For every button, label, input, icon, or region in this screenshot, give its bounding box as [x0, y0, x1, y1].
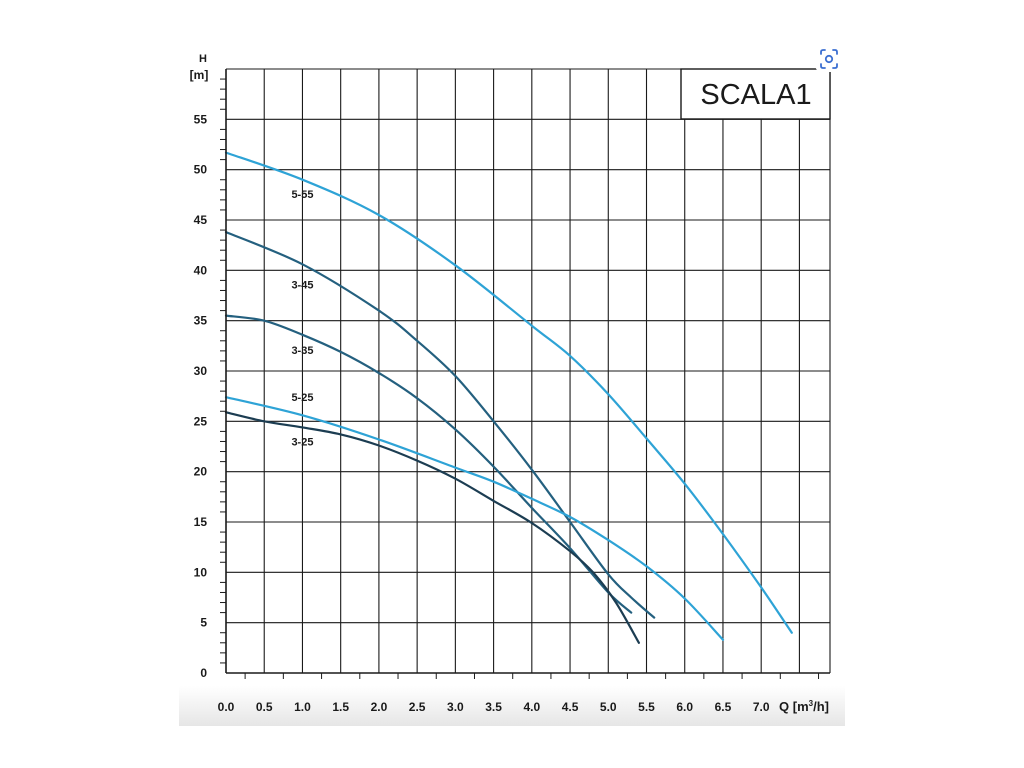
- x-tick-label: 3.5: [485, 700, 502, 714]
- y-axis-unit: [m]: [190, 68, 209, 82]
- chart-title: SCALA1: [700, 79, 811, 111]
- curve-label-3-35: 3-35: [291, 345, 313, 357]
- minor-ticks: [220, 78, 820, 679]
- y-tick-labels: 0 5 10 15 20 25 30 35 40 45 50 55: [194, 112, 208, 680]
- curve-label-5-55: 5-55: [291, 189, 313, 201]
- y-tick-label: 45: [194, 213, 208, 227]
- x-tick-label: 0.5: [256, 700, 273, 714]
- y-axis-label: H: [199, 53, 207, 65]
- x-tick-label: 6.0: [676, 700, 693, 714]
- curve-label-5-25: 5-25: [291, 392, 313, 404]
- title-box: SCALA1: [680, 68, 831, 120]
- curve-5-25: [224, 396, 725, 641]
- y-tick-label: 50: [194, 163, 208, 177]
- x-tick-label: 4.5: [562, 700, 579, 714]
- curve-labels: 5-55 3-45 3-35 5-25 3-25: [291, 189, 313, 449]
- x-tick-label: 5.5: [638, 700, 655, 714]
- x-tick-label: 6.5: [715, 700, 732, 714]
- y-tick-label: 55: [194, 112, 208, 126]
- curve-3-25: [224, 411, 640, 644]
- x-tick-label: 1.0: [294, 700, 311, 714]
- x-tick-label: 1.5: [332, 700, 349, 714]
- x-tick-label: 2.0: [371, 700, 388, 714]
- curves: [224, 151, 793, 644]
- x-tick-label: 2.5: [409, 700, 426, 714]
- y-tick-label: 0: [200, 666, 207, 680]
- curve-label-3-45: 3-45: [291, 279, 313, 291]
- grid: [226, 68, 831, 673]
- y-tick-label: 5: [200, 616, 207, 630]
- y-tick-label: 20: [194, 465, 208, 479]
- pump-curve-chart: 5-55 3-45 3-35 5-25 3-25 0.0 0.5 1.0 1.5 2.0 2.5 3…: [179, 53, 845, 726]
- x-tick-label: 7.0: [753, 700, 770, 714]
- chart-frame: 5-55 3-45 3-35 5-25 3-25 0.0 0.5 1.0 1.5 2.0 2.5 3…: [179, 50, 845, 726]
- y-tick-label: 40: [194, 263, 208, 277]
- curve-5-55: [224, 151, 793, 634]
- x-tick-labels: 0.0 0.5 1.0 1.5 2.0 2.5 3.0 3.5 4.0 4.5 5.0 5.5 6.0 6…: [218, 700, 770, 714]
- x-tick-label: 3.0: [447, 700, 464, 714]
- curve-3-35: [224, 314, 633, 614]
- y-tick-label: 10: [194, 565, 208, 579]
- x-axis-band: [179, 686, 845, 726]
- curve-label-3-25: 3-25: [291, 436, 313, 448]
- x-tick-label: 4.0: [523, 700, 540, 714]
- x-axis-label: Q [m3/h]: [779, 699, 829, 714]
- x-tick-label: 0.0: [218, 700, 235, 714]
- image-search-icon: [815, 46, 843, 72]
- x-tick-label: 5.0: [600, 700, 617, 714]
- curve-3-45: [224, 231, 656, 619]
- image-search-button[interactable]: [812, 44, 846, 74]
- y-tick-label: 15: [194, 515, 208, 529]
- y-tick-label: 25: [194, 414, 208, 428]
- y-tick-label: 30: [194, 364, 208, 378]
- y-tick-label: 35: [194, 314, 208, 328]
